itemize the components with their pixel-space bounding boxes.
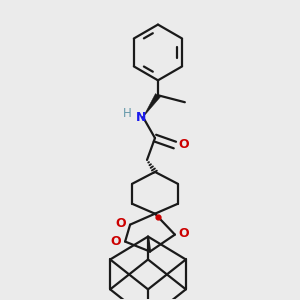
Text: H: H (123, 107, 131, 120)
Text: O: O (116, 217, 126, 230)
Text: N: N (136, 111, 146, 124)
Text: O: O (178, 227, 189, 240)
Text: O: O (111, 235, 122, 248)
Text: O: O (178, 137, 189, 151)
Polygon shape (143, 94, 160, 117)
